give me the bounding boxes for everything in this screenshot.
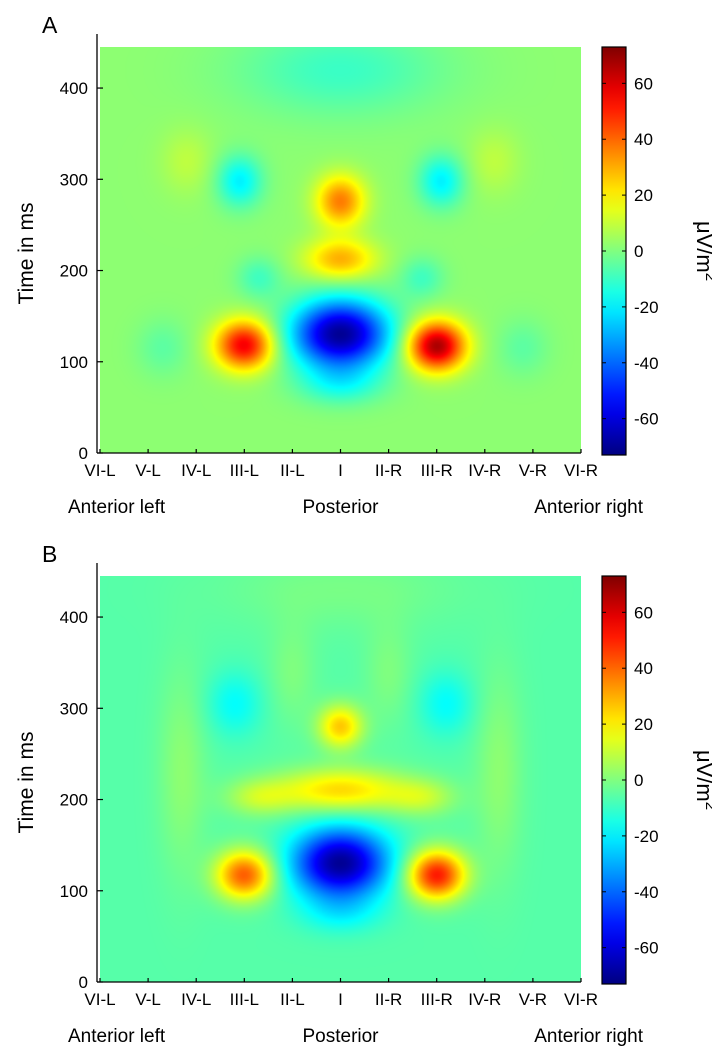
- colorbar-tick-label: -40: [634, 883, 659, 902]
- x-tick-label: VI-R: [564, 461, 598, 480]
- panel-letter: A: [42, 12, 58, 38]
- colorbar-tick-label: 40: [634, 659, 653, 678]
- y-tick-label: 400: [60, 608, 88, 627]
- colorbar-label: μV/m2: [692, 221, 712, 281]
- colorbar-label-superscript: 2: [702, 273, 712, 281]
- x-group-label: Anterior right: [534, 1026, 643, 1047]
- x-tick-label: IV-R: [468, 461, 501, 480]
- x-group-label: Posterior: [302, 1026, 379, 1047]
- colorbar-tick-label: 60: [634, 603, 653, 622]
- x-tick-label: IV-L: [181, 461, 211, 480]
- colorbar-tick-label: 0: [634, 242, 643, 261]
- y-tick-label: 100: [60, 353, 88, 372]
- colorbar-tick-label: -20: [634, 827, 659, 846]
- y-tick-label: 0: [79, 444, 88, 463]
- colorbar-label: μV/m2: [692, 750, 712, 810]
- heatmap-image: [100, 576, 581, 982]
- y-axis-label: Time in ms: [15, 732, 38, 834]
- x-group-label: Anterior left: [68, 497, 166, 518]
- colorbar-tick-label: 60: [634, 74, 653, 93]
- x-tick-label: II-R: [375, 990, 402, 1009]
- colorbar-tick-label: 20: [634, 186, 653, 205]
- y-tick-label: 0: [79, 973, 88, 992]
- x-group-label: Anterior left: [68, 1026, 166, 1047]
- colorbar-tick-label: 0: [634, 771, 643, 790]
- x-tick-label: III-L: [230, 990, 259, 1009]
- x-tick-label: II-R: [375, 461, 402, 480]
- x-tick-label: II-L: [280, 990, 305, 1009]
- panel-letter: B: [42, 541, 57, 567]
- x-tick-label: I: [338, 990, 343, 1009]
- x-tick-label: I: [338, 461, 343, 480]
- y-tick-label: 100: [60, 882, 88, 901]
- x-tick-label: V-R: [519, 990, 547, 1009]
- colorbar-tick-label: 20: [634, 715, 653, 734]
- y-axis-label: Time in ms: [15, 203, 38, 305]
- colorbar-tick-label: -60: [634, 939, 659, 958]
- colorbar-tick-label: 40: [634, 130, 653, 149]
- x-tick-label: II-L: [280, 461, 305, 480]
- x-group-label: Posterior: [302, 497, 379, 518]
- colorbar-label-superscript: 2: [702, 802, 712, 810]
- x-group-label: Anterior right: [534, 497, 643, 518]
- x-tick-label: VI-L: [84, 461, 115, 480]
- x-tick-label: IV-R: [468, 990, 501, 1009]
- x-tick-label: VI-R: [564, 990, 598, 1009]
- x-tick-label: V-R: [519, 461, 547, 480]
- x-tick-label: III-R: [421, 990, 453, 1009]
- x-tick-label: V-L: [135, 461, 161, 480]
- colorbar-tick-label: -60: [634, 410, 659, 429]
- colorbar-tick-label: -40: [634, 354, 659, 373]
- colorbar-tick-label: -20: [634, 298, 659, 317]
- x-tick-label: III-R: [421, 461, 453, 480]
- y-tick-label: 200: [60, 262, 88, 281]
- y-tick-label: 300: [60, 699, 88, 718]
- y-tick-label: 300: [60, 170, 88, 189]
- x-tick-label: IV-L: [181, 990, 211, 1009]
- y-tick-label: 400: [60, 79, 88, 98]
- x-tick-label: VI-L: [84, 990, 115, 1009]
- x-tick-label: III-L: [230, 461, 259, 480]
- y-tick-label: 200: [60, 791, 88, 810]
- heatmap-image: [100, 47, 581, 453]
- x-tick-label: V-L: [135, 990, 161, 1009]
